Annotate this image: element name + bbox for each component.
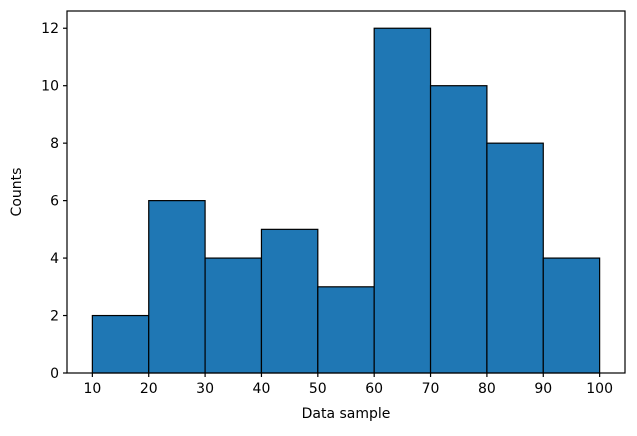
y-tick-label: 2 — [50, 309, 59, 325]
y-tick-label: 6 — [50, 194, 59, 210]
histogram-bar — [542, 257, 601, 374]
histogram-bar — [429, 85, 488, 374]
x-tick-label: 100 — [586, 381, 613, 397]
histogram-bar — [91, 314, 150, 374]
x-tick-label: 20 — [140, 381, 158, 397]
y-tick-label: 10 — [41, 79, 59, 95]
y-tick-label: 4 — [50, 251, 59, 267]
x-axis-label: Data sample — [302, 406, 391, 422]
histogram-bar — [148, 200, 206, 374]
y-tick-label: 8 — [50, 136, 59, 152]
x-tick-label: 40 — [253, 381, 271, 397]
x-tick-label: 50 — [309, 381, 327, 397]
axes-spines — [66, 10, 626, 374]
histogram-bar — [486, 142, 544, 374]
y-tick-label: 12 — [41, 21, 59, 37]
x-tick-label: 90 — [534, 381, 552, 397]
x-tick-label: 60 — [365, 381, 383, 397]
x-tick-label: 30 — [196, 381, 214, 397]
histogram-bar — [260, 228, 319, 374]
bars-layer — [91, 27, 601, 374]
x-tick-label: 10 — [83, 381, 101, 397]
y-axis-label: Counts — [9, 168, 25, 217]
x-tick-label: 80 — [478, 381, 496, 397]
y-tick-label: 0 — [50, 366, 59, 382]
x-tick-label: 70 — [422, 381, 440, 397]
histogram-bar — [317, 286, 375, 374]
histogram-bar — [204, 257, 263, 374]
axes-layer: 10 20 30 40 50 60 70 80 90 100 0 2 4 6 8 10 12 — [41, 10, 626, 397]
histogram-bar — [373, 27, 432, 374]
